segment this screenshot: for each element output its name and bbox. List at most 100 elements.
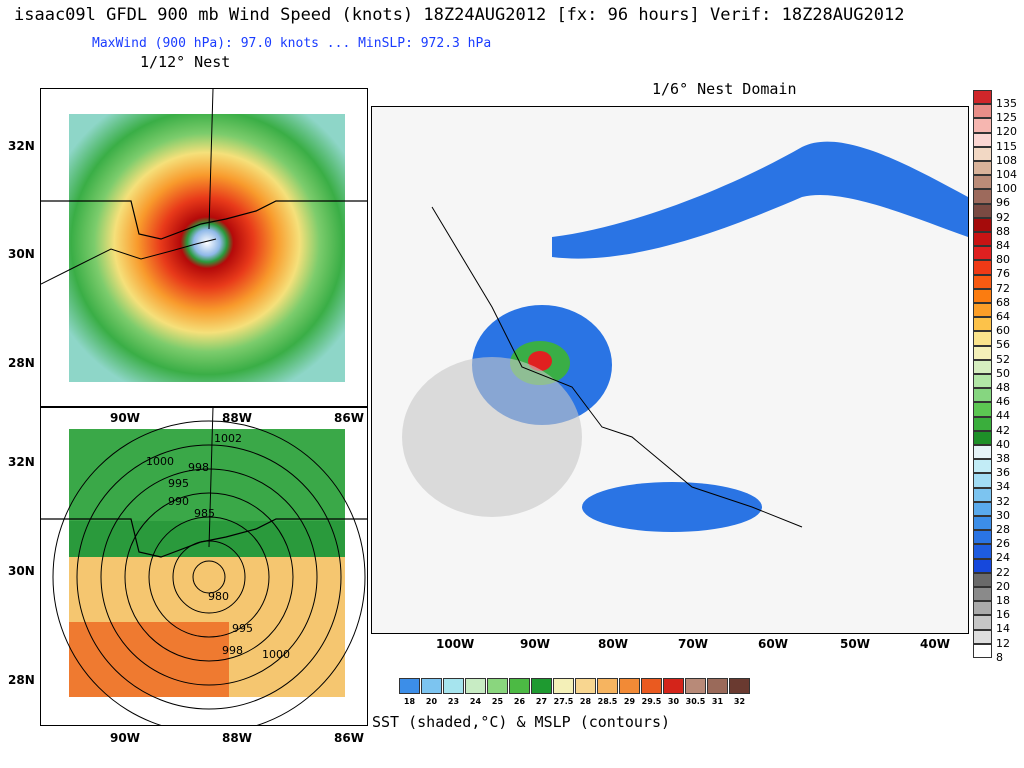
wind-colorbar-label: 24: [996, 551, 1010, 565]
domain-lon-label: 100W: [436, 637, 475, 651]
sst-field-land: [69, 429, 345, 521]
nest-label: 1/12° Nest: [140, 53, 231, 71]
wind-colorbar-swatch: [973, 317, 992, 332]
wind-colorbar-label: 26: [996, 537, 1010, 551]
domain-lon-label: 70W: [678, 637, 708, 651]
wind-colorbar-swatch: [973, 516, 992, 531]
nest-lat-label: 28N: [8, 356, 35, 370]
wind-colorbar-swatch: [973, 203, 992, 218]
contour-label: 995: [168, 477, 189, 490]
wind-colorbar-swatch: [973, 345, 992, 360]
wind-colorbar-label: 52: [996, 352, 1010, 366]
sst-colorbar-label: 32: [733, 697, 746, 706]
contour-label: 1000: [146, 455, 174, 468]
contour-label: 990: [168, 495, 189, 508]
wind-colorbar-swatch: [973, 459, 992, 474]
sst-caption: SST (shaded,°C) & MSLP (contours): [372, 713, 671, 731]
wind-colorbar-label: 20: [996, 579, 1010, 593]
domain-lon-label: 90W: [520, 637, 550, 651]
contour-label: 1002: [214, 432, 242, 445]
contour-label: 985: [194, 507, 215, 520]
contour-label: 1000: [262, 648, 290, 661]
state-border: [208, 89, 214, 230]
coastline: [431, 206, 803, 528]
mslp-contours: [52, 420, 366, 725]
wind-colorbar-swatch: [973, 274, 992, 289]
sst-colorbar-swatch: [619, 678, 640, 694]
nest-lat-label: 30N: [8, 247, 35, 261]
hurricane-eye: [528, 351, 552, 371]
contour-label: 998: [188, 461, 209, 474]
wind-colorbar-swatch: [973, 643, 992, 658]
sst-colorbar-swatch: [465, 678, 486, 694]
wind-colorbar-swatch: [973, 232, 992, 247]
wind-colorbar-swatch: [973, 388, 992, 403]
sst-colorbar-label: 20: [425, 697, 438, 706]
wind-colorbar-label: 104: [996, 168, 1017, 181]
wind-colorbar-swatch: [973, 260, 992, 275]
caribbean-wind: [582, 482, 762, 532]
coastline: [41, 238, 217, 285]
sst-colorbar-label: 26: [513, 697, 526, 706]
coastline: [41, 200, 367, 240]
domain-lon-label: 80W: [598, 637, 628, 651]
sst-colorbar-swatch: [487, 678, 508, 694]
wind-colorbar-label: 108: [996, 153, 1017, 167]
wind-colorbar-label: 8: [996, 650, 1003, 664]
sst-lon-label: 88W: [222, 731, 252, 745]
sst-lat-label: 28N: [8, 673, 35, 687]
wind-colorbar-label: 68: [996, 295, 1010, 309]
sst-lat-label: 30N: [8, 564, 35, 578]
wind-colorbar-label: 12: [996, 636, 1010, 650]
wind-colorbar-swatch: [973, 175, 992, 190]
wind-colorbar-swatch: [973, 402, 992, 417]
sst-colorbar-swatch: [707, 678, 728, 694]
sst-colorbar-label: 30.5: [685, 697, 706, 706]
sst-colorbar-swatch: [509, 678, 530, 694]
wind-colorbar-swatch: [973, 416, 992, 431]
wind-colorbar-swatch: [973, 288, 992, 303]
wind-colorbar-swatch: [973, 118, 992, 133]
wind-colorbar-label: 46: [996, 395, 1010, 409]
sst-colorbar-swatch: [663, 678, 684, 694]
sst-lon-label: 90W: [110, 731, 140, 745]
jet-stream: [552, 141, 968, 259]
wind-colorbar-label: 76: [996, 267, 1010, 281]
nest-wind-map: [41, 89, 367, 382]
wind-colorbar-swatch: [973, 629, 992, 644]
wind-colorbar-swatch: [973, 473, 992, 488]
wind-colorbar-label: 30: [996, 508, 1010, 522]
wind-colorbar-label: 88: [996, 224, 1010, 238]
nest-lon-label: 88W: [222, 411, 252, 425]
sst-mslp-map: [41, 407, 367, 725]
wind-colorbar-swatch: [973, 601, 992, 616]
wind-colorbar-swatch: [973, 587, 992, 602]
sst-colorbar-swatch: [399, 678, 420, 694]
sst-colorbar-label: 18: [403, 697, 416, 706]
sst-colorbar-swatch: [685, 678, 706, 694]
wind-colorbar-swatch: [973, 104, 992, 119]
wind-colorbar-label: 80: [996, 253, 1010, 267]
wind-colorbar-label: 38: [996, 452, 1010, 465]
sst-colorbar-label: 28.5: [597, 697, 618, 706]
wind-colorbar-swatch: [973, 217, 992, 232]
domain-lon-label: 60W: [758, 637, 788, 651]
wind-colorbar-swatch: [973, 530, 992, 545]
state-border: [208, 407, 214, 548]
wind-colorbar-swatch: [973, 359, 992, 374]
contour-label: 998: [222, 644, 243, 657]
wind-colorbar-swatch: [973, 246, 992, 261]
wind-colorbar-swatch: [973, 161, 992, 176]
domain-wind-panel: [371, 106, 969, 634]
wind-colorbar-label: 96: [996, 196, 1010, 210]
map-subtitle: MaxWind (900 hPa): 97.0 knots ... MinSLP…: [92, 36, 492, 51]
sst-colorbar-swatch: [421, 678, 442, 694]
wind-colorbar-label: 48: [996, 381, 1010, 394]
wind-colorbar-swatch: [973, 572, 992, 587]
sst-colorbar-swatch: [641, 678, 662, 694]
wind-colorbar-swatch: [973, 487, 992, 502]
sst-colorbar-label: 24: [469, 697, 482, 706]
wind-colorbar-label: 42: [996, 423, 1010, 437]
nest-lon-label: 90W: [110, 411, 140, 425]
contour-label: 980: [208, 590, 229, 603]
